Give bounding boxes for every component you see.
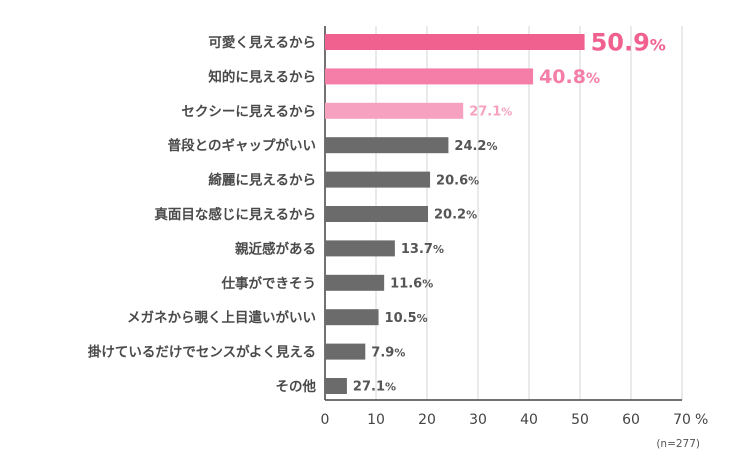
value-label: 10.5% [385,311,428,326]
x-tick-label: 50 [571,412,589,428]
bar [325,171,431,188]
value-unit: % [501,105,512,118]
value-number: 20.6 [436,173,468,188]
value-label: 27.1% [353,380,396,395]
category-label: メガネから覗く上目遣いがいい [127,309,316,326]
x-tick-label: 40 [520,412,538,428]
value-unit: % [394,346,405,359]
value-number: 27.1 [469,104,501,119]
x-tick-label: 70 [673,412,691,428]
value-unit: % [466,209,477,222]
bar [325,34,585,50]
category-label: 仕事ができそう [221,275,317,292]
bar [325,137,449,154]
x-axis-unit: % [695,412,708,428]
bar [325,206,429,222]
value-label: 7.9% [371,345,405,360]
category-label: 掛けているだけでセンスがよく見える [88,344,316,361]
value-label: 13.7% [401,242,444,257]
value-unit: % [486,140,497,153]
sample-size-note: (n=277) [656,438,700,450]
bar [325,309,379,326]
value-number: 24.2 [454,139,486,154]
category-label: 可愛く見えるから [208,34,316,51]
value-number: 10.5 [385,311,417,326]
x-tick-label: 20 [418,412,436,428]
category-label: 親近感がある [235,240,316,257]
bar [325,274,385,291]
value-label: 20.6% [436,173,479,188]
value-label: 11.6% [390,276,433,291]
value-number: 7.9 [371,345,394,360]
value-number: 40.8 [539,66,586,88]
value-number: 27.1 [353,380,385,395]
value-label: 27.1% [469,104,512,119]
value-label: 24.2% [454,139,497,154]
category-label: 真面目な感じに見えるから [154,206,316,223]
value-number: 50.9 [591,29,650,57]
category-label: その他 [276,378,317,395]
value-unit: % [586,71,600,87]
value-unit: % [433,243,444,256]
category-label: 綺麗に見えるから [208,172,316,189]
value-label: 40.8% [539,66,600,88]
value-number: 13.7 [401,242,433,257]
value-unit: % [422,277,433,290]
bar [325,378,347,394]
bar [325,68,534,85]
value-unit: % [650,36,666,55]
bar [325,240,395,257]
x-tick-label: 60 [622,412,640,428]
value-number: 11.6 [390,276,422,291]
category-label: 普段とのギャップがいい [168,137,316,154]
x-tick-label: 0 [321,412,330,428]
category-label: 知的に見えるから [208,68,316,85]
value-unit: % [385,381,396,394]
value-number: 20.2 [434,208,466,223]
x-tick-label: 10 [367,412,385,428]
bar [325,102,464,119]
x-tick-label: 30 [469,412,487,428]
bar [325,343,366,360]
category-label: セクシーに見えるから [181,104,316,120]
value-label: 20.2% [434,208,477,223]
value-unit: % [468,174,479,187]
value-label: 50.9% [591,29,666,57]
value-unit: % [417,312,428,325]
